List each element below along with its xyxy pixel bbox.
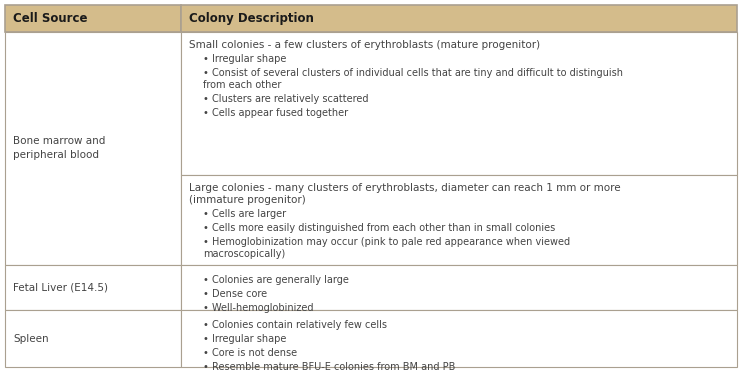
Bar (181, 175, 737, 265)
Bar (5, 32, 181, 265)
Text: Bone marrow and
peripheral blood: Bone marrow and peripheral blood (13, 137, 105, 160)
Bar (5, 310, 181, 367)
Text: Spleen: Spleen (13, 334, 49, 343)
Text: • Core is not dense: • Core is not dense (203, 348, 297, 358)
Text: • Clusters are relatively scattered: • Clusters are relatively scattered (203, 94, 369, 104)
Bar (181, 5, 737, 32)
Text: • Cells appear fused together: • Cells appear fused together (203, 108, 348, 118)
Bar (181, 32, 737, 175)
Text: • Resemble mature BFU-E colonies from BM and PB: • Resemble mature BFU-E colonies from BM… (203, 362, 456, 372)
Text: • Irregular shape: • Irregular shape (203, 334, 286, 344)
Text: • Colonies contain relatively few cells: • Colonies contain relatively few cells (203, 320, 387, 330)
Text: • Irregular shape: • Irregular shape (203, 54, 286, 64)
Text: Small colonies - a few clusters of erythroblasts (mature progenitor): Small colonies - a few clusters of eryth… (189, 40, 540, 50)
Text: Cell Source: Cell Source (13, 12, 88, 25)
Text: • Consist of several clusters of individual cells that are tiny and difficult to: • Consist of several clusters of individ… (203, 68, 623, 90)
Bar (181, 265, 737, 310)
Text: • Hemoglobinization may occur (pink to pale red appearance when viewed
macroscop: • Hemoglobinization may occur (pink to p… (203, 237, 570, 259)
Text: Fetal Liver (E14.5): Fetal Liver (E14.5) (13, 282, 108, 292)
Text: Colony Description: Colony Description (189, 12, 314, 25)
Text: • Dense core: • Dense core (203, 289, 267, 299)
Text: • Colonies are generally large: • Colonies are generally large (203, 275, 349, 285)
Text: • Cells more easily distinguished from each other than in small colonies: • Cells more easily distinguished from e… (203, 223, 555, 233)
Bar (181, 310, 737, 367)
Text: • Cells are larger: • Cells are larger (203, 209, 286, 219)
Text: • Well-hemoglobinized: • Well-hemoglobinized (203, 303, 314, 313)
Bar (5, 265, 181, 310)
Text: Large colonies - many clusters of erythroblasts, diameter can reach 1 mm or more: Large colonies - many clusters of erythr… (189, 183, 620, 205)
Bar (5, 5, 181, 32)
